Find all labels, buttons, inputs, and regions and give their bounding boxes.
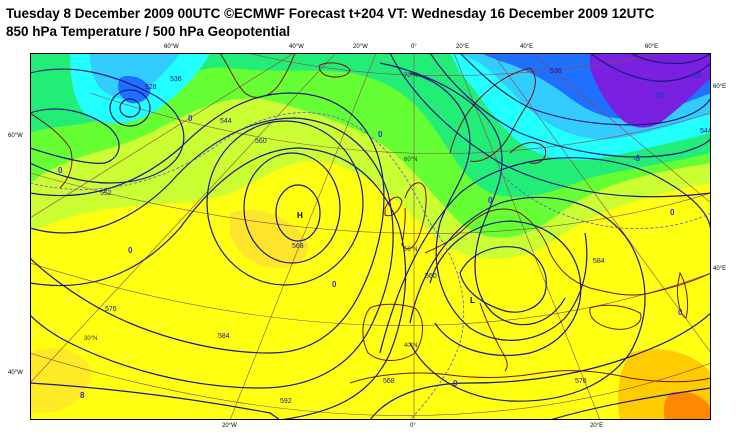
top-lon-label: 0° (411, 44, 417, 50)
temperature-label: -8 (633, 154, 641, 163)
temp-patch-hot (663, 391, 711, 420)
map-title: Tuesday 8 December 2009 00UTC ©ECMWF For… (6, 6, 655, 21)
lat-label: 40°N (404, 343, 417, 349)
top-lon-label: 60°E (645, 44, 659, 50)
geopotential-label: 592 (280, 398, 292, 405)
geopotential-label: 560 (255, 138, 267, 145)
geopotential-label: 584 (218, 333, 230, 340)
geopotential-label: 576 (575, 378, 587, 385)
temperature-label: 0 (378, 130, 383, 139)
left-lon-label: 60°W (8, 133, 23, 139)
temperature-label: 0 (128, 246, 133, 255)
temperature-label: 0 (332, 280, 337, 289)
temp-patch-warm-sw (30, 348, 91, 413)
low-pressure-marker: L (470, 296, 475, 305)
geopotential-label: 568 (383, 378, 395, 385)
forecast-map[interactable]: H L 70°N 60°N 50°N 40°N 30°N 0 0 0 0 0 0… (30, 53, 711, 420)
bottom-lon-label: 20°W (222, 423, 237, 429)
bottom-lon-label: 0° (410, 423, 416, 429)
geopotential-label: 544 (700, 128, 711, 135)
top-lon-label: 60°W (164, 44, 179, 50)
top-lon-label: 20°W (353, 44, 368, 50)
map-subtitle: 850 hPa Temperature / 500 hPa Geopotenti… (6, 24, 291, 39)
temp-band-cold (118, 53, 711, 119)
lat-label: 70°N (404, 73, 417, 79)
top-lon-label: 40°E (520, 44, 534, 50)
geopotential-contours (30, 53, 711, 420)
temperature-label: 0 (670, 208, 675, 217)
top-lon-label: 40°W (289, 44, 304, 50)
geopotential-label: 576 (105, 306, 117, 313)
map-border (30, 53, 711, 420)
temperature-label: 0 (678, 308, 683, 317)
temperature-label: 0 (488, 196, 493, 205)
geopotential-label: 536 (550, 68, 562, 75)
geopotential-label: 584 (593, 258, 605, 265)
geopotential-label: 552 (100, 190, 112, 197)
lat-label: 50°N (404, 247, 417, 253)
geopotential-label: 536 (170, 76, 182, 83)
temperature-label: 0 (453, 379, 458, 388)
lat-label: 30°N (84, 336, 97, 342)
left-lon-label: 40°W (8, 370, 23, 376)
temperature-label: -16 (653, 91, 665, 100)
map-canvas: H L 70°N 60°N 50°N 40°N 30°N 0 0 0 0 0 0… (30, 53, 711, 420)
temperature-label: 0 (188, 114, 193, 123)
geopotential-label: 544 (220, 118, 232, 125)
right-lon-label: 60°E (713, 84, 727, 90)
geopotential-label: 560 (425, 273, 437, 280)
bottom-lon-label: 20°E (590, 423, 604, 429)
temperature-label: 8 (80, 391, 85, 400)
coastlines (30, 53, 711, 384)
geopotential-label: 528 (145, 84, 157, 91)
high-pressure-marker: H (297, 211, 303, 220)
temperature-label: 0 (58, 166, 63, 175)
top-lon-label: 20°E (456, 44, 470, 50)
temperature-label: -16 (690, 71, 702, 80)
geopotential-label: 568 (292, 243, 304, 250)
lat-label: 60°N (404, 157, 417, 163)
right-lon-label: 40°E (713, 266, 727, 272)
temperature-isotherms (30, 112, 711, 420)
temp-patch-warm (230, 209, 309, 268)
